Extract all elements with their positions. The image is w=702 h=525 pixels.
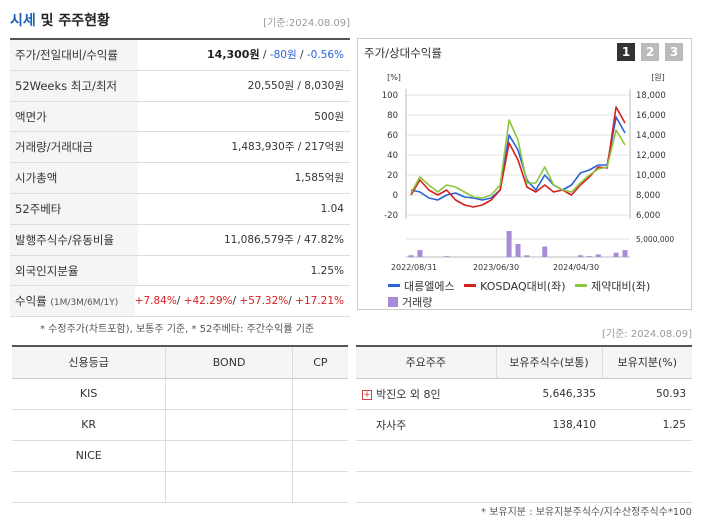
y-left-tick-label: 80 xyxy=(387,111,398,121)
stat-row-price: 주가/전일대비/수익률 14,300원 / -80원 / -0.56% xyxy=(10,40,350,71)
volume-bar xyxy=(586,256,592,257)
base-date: [기준:2024.08.09] xyxy=(263,18,350,29)
chart-tab-3[interactable]: 3 xyxy=(665,43,683,61)
base-date-2: [기준: 2024.08.09] xyxy=(601,329,692,340)
legend-item-stock: 대릉엘에스 xyxy=(388,278,455,294)
stat-row-marketcap: 시가총액 1,585억원 xyxy=(10,163,350,194)
y-right-tick-label: 8,000 xyxy=(636,191,660,201)
x-tick-label: 2022/08/31 xyxy=(391,263,437,272)
stat-row-52weeks: 52Weeks 최고/최저 20,550원 / 8,030원 xyxy=(10,70,350,102)
chart-panel: 주가/상대수익률 1 2 3 [%] [원] 100 18,000 80 16,000 60… xyxy=(357,38,692,310)
col-shares: 보유주식수(보통) xyxy=(495,345,602,379)
volume-bar xyxy=(595,254,601,257)
footnote-stats: * 수정주가(차트포함), 보통주 기준, * 52주베타: 주간수익률 기준 xyxy=(40,324,315,335)
volume-tick-label: 5,000,000 xyxy=(636,235,674,244)
table-row: KR xyxy=(12,409,348,441)
y-left-tick-label: 100 xyxy=(382,91,398,101)
stat-row-par: 액면가 500원 xyxy=(10,101,350,133)
volume-bar xyxy=(506,231,512,257)
series-line-0 xyxy=(410,116,626,201)
col-bond: BOND xyxy=(165,345,293,379)
legend-item-pharma: 제약대비(좌) xyxy=(575,278,650,294)
volume-bar xyxy=(515,244,521,257)
legend-swatch xyxy=(388,284,400,287)
series-line-1 xyxy=(410,106,626,208)
stat-row-beta: 52주베타 1.04 xyxy=(10,193,350,225)
y-left-tick-label: 0 xyxy=(393,191,398,201)
section-title: 시세 및 주주현황 xyxy=(10,13,110,29)
table-row: NICE xyxy=(12,440,348,472)
y-right-tick-label: 14,000 xyxy=(636,131,666,141)
volume-bar xyxy=(417,250,423,257)
legend-swatch xyxy=(464,284,477,287)
right-axis-unit: [원] xyxy=(651,73,665,82)
chart-legend: 대릉엘에스 KOSDAQ대비(좌) 제약대비(좌) 거래량 xyxy=(388,277,688,310)
legend-item-volume: 거래량 xyxy=(388,294,432,310)
y-left-tick-label: 60 xyxy=(387,131,398,141)
expand-plus-icon[interactable]: + xyxy=(362,389,372,400)
col-holder: 주요주주 xyxy=(356,345,496,379)
volume-bar xyxy=(542,246,548,257)
chart-tab-2[interactable]: 2 xyxy=(641,43,659,61)
left-axis-unit: [%] xyxy=(387,73,401,82)
chart-tab-1[interactable]: 1 xyxy=(617,43,635,61)
credit-rating-table: 신용등급 BOND CP KIS KR NICE xyxy=(12,345,348,503)
table-row xyxy=(12,471,348,503)
y-left-tick-label: 40 xyxy=(387,151,398,161)
y-right-tick-label: 16,000 xyxy=(636,111,666,121)
legend-item-kosdaq: KOSDAQ대비(좌) xyxy=(464,278,566,294)
y-right-tick-label: 12,000 xyxy=(636,151,666,161)
table-row xyxy=(356,440,692,472)
x-tick-label: 2023/06/30 xyxy=(473,263,519,272)
col-percent: 보유지분(%) xyxy=(601,345,692,379)
col-cp: CP xyxy=(291,345,348,379)
chart-title: 주가/상대수익률 xyxy=(364,46,442,60)
table-row: KIS xyxy=(12,378,348,410)
volume-bar xyxy=(622,250,628,257)
y-right-tick-label: 6,000 xyxy=(636,211,660,221)
stat-row-foreign: 외국인지분율 1.25% xyxy=(10,255,350,287)
x-tick-label: 2024/04/30 xyxy=(553,263,599,272)
section-header: 시세 및 주주현황 [기준:2024.08.09] xyxy=(10,8,350,32)
volume-bar xyxy=(524,255,530,257)
volume-bar xyxy=(577,255,583,257)
stat-row-volume: 거래량/거래대금 1,483,930주 / 217억원 xyxy=(10,132,350,164)
chart-svg: [%] [원] 100 18,000 80 16,000 60 14,000 40 12,000 2… xyxy=(382,73,675,272)
legend-swatch xyxy=(575,284,588,287)
table-row: 자사주 138,410 1.25 xyxy=(356,409,692,441)
stat-row-return: 수익률 (1M/3M/6M/1Y) +7.84%/ +42.29%/ +57.3… xyxy=(10,286,350,318)
table-row xyxy=(356,471,692,503)
y-left-tick-label: 20 xyxy=(387,171,398,181)
legend-swatch xyxy=(388,296,398,307)
col-rating: 신용등급 xyxy=(12,345,166,379)
stock-stats-table: 주가/전일대비/수익률 14,300원 / -80원 / -0.56% 52We… xyxy=(10,38,350,318)
y-right-tick-label: 18,000 xyxy=(636,91,666,101)
volume-bar xyxy=(613,252,619,257)
volume-bar xyxy=(444,256,450,257)
series-line-2 xyxy=(410,119,626,199)
stat-row-shares: 발행주식수/유동비율 11,086,579주 / 47.82% xyxy=(10,224,350,256)
table-row: + 박진오 외 8인 5,646,335 50.93 xyxy=(356,378,692,410)
volume-bar xyxy=(408,255,414,257)
y-right-tick-label: 10,000 xyxy=(636,171,666,181)
major-shareholders-table: 주요주주 보유주식수(보통) 보유지분(%) + 박진오 외 8인 5,646,3… xyxy=(356,345,692,503)
footnote-holders: * 보유지분 : 보유지분주식수/지수산정주식수*100 xyxy=(481,507,692,518)
chart-tabs: 1 2 3 xyxy=(617,43,683,61)
y-left-tick-label: -20 xyxy=(384,211,398,221)
